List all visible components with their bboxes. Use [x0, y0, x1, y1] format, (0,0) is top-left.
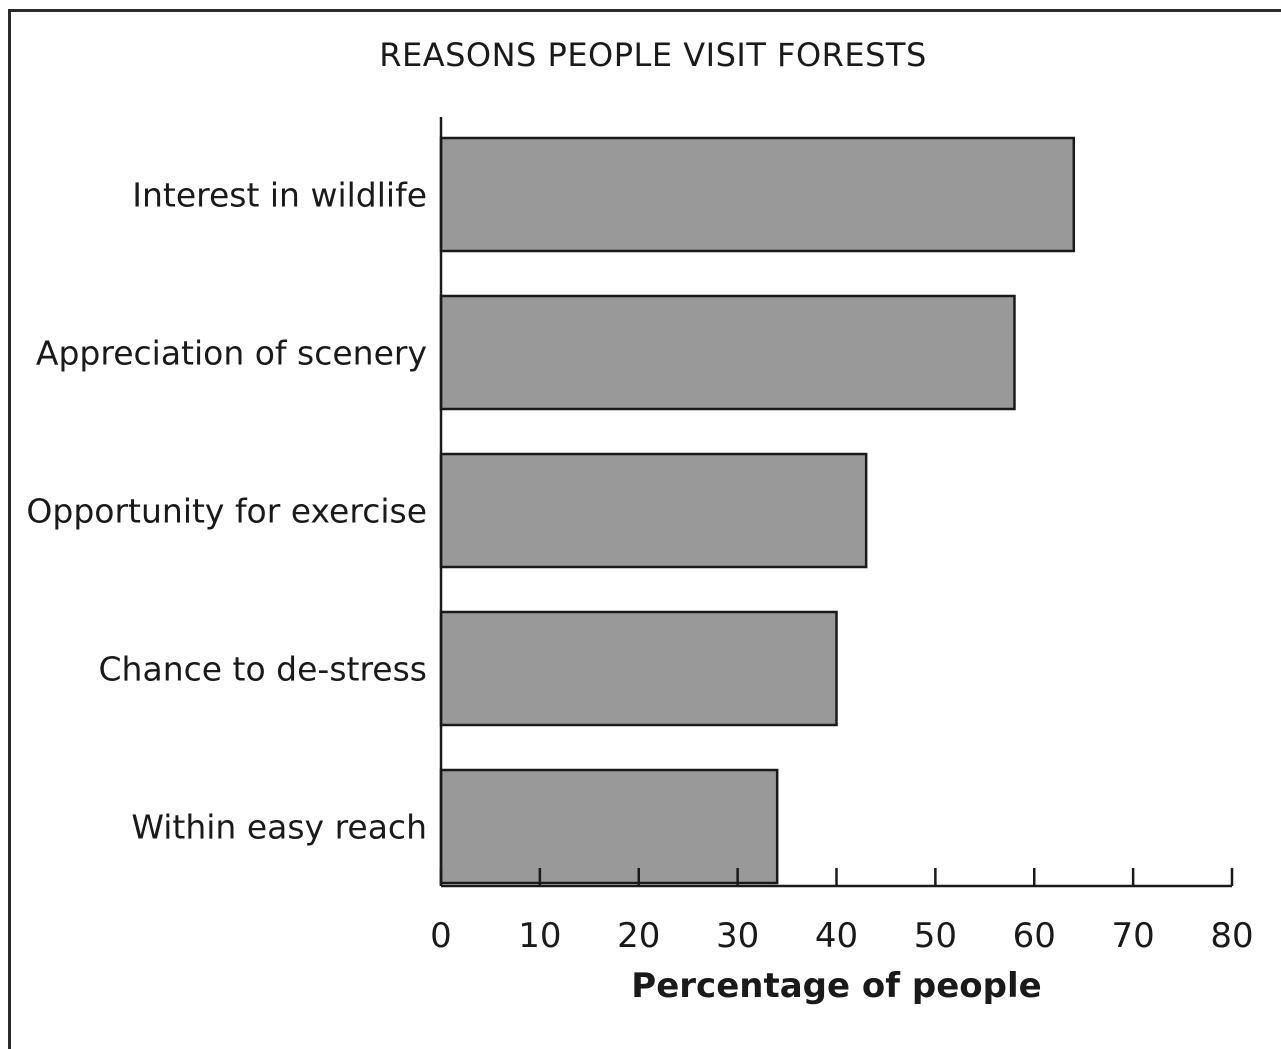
x-tick-label: 10	[518, 916, 561, 956]
category-label: Interest in wildlife	[132, 176, 427, 215]
x-tick-label: 70	[1111, 916, 1154, 956]
category-label: Appreciation of scenery	[36, 334, 427, 373]
x-tick-label: 30	[716, 916, 759, 956]
x-tick-label: 50	[914, 916, 957, 956]
x-tick-label: 40	[815, 916, 858, 956]
bar-appreciation-of-scenery	[439, 294, 1016, 411]
bars-group	[439, 136, 1076, 885]
x-tick-label: 20	[617, 916, 660, 956]
chart-frame	[8, 9, 1281, 1049]
bar-chance-to-de-stress	[439, 610, 838, 727]
chart-title: REASONS PEOPLE VISIT FORESTS	[379, 36, 927, 74]
category-label: Chance to de-stress	[99, 650, 427, 689]
x-tick-label: 0	[430, 916, 452, 956]
bar-chart: Interest in wildlife Appreciation of scen…	[26, 117, 1254, 1006]
x-ticks: 0 10 20 30 40 50 60 70 80	[430, 868, 1254, 956]
category-label: Within easy reach	[131, 808, 427, 847]
bar-within-easy-reach	[439, 768, 779, 885]
x-tick-label: 60	[1013, 916, 1056, 956]
category-label: Opportunity for exercise	[26, 492, 427, 531]
bar-opportunity-for-exercise	[439, 452, 868, 569]
bar-interest-in-wildlife	[439, 136, 1076, 253]
x-tick-label: 80	[1210, 916, 1253, 956]
x-axis-title: Percentage of people	[631, 966, 1041, 1006]
category-labels: Interest in wildlife Appreciation of scen…	[26, 176, 427, 847]
